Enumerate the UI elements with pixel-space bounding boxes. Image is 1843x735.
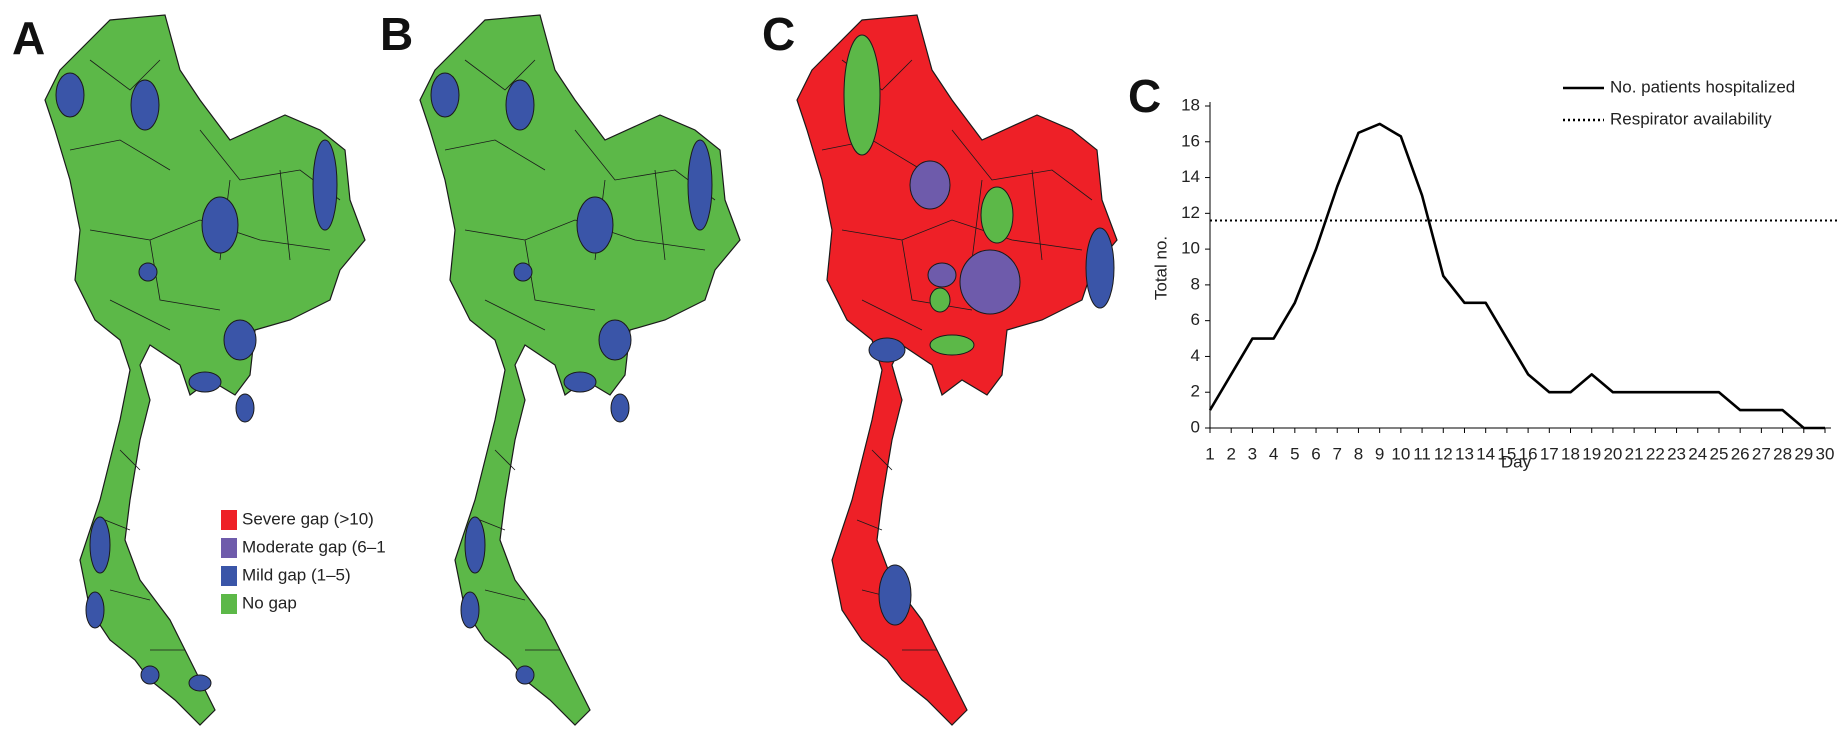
legend-label: No. patients hospitalized (1610, 77, 1795, 96)
map-region (130, 79, 160, 131)
x-tick-label: 15 (1497, 444, 1516, 463)
map-region (929, 287, 951, 313)
map-region (868, 337, 906, 363)
map-region (89, 516, 111, 574)
legend-swatch (221, 594, 237, 614)
map-region (576, 196, 614, 254)
x-tick-label: 8 (1354, 444, 1363, 463)
x-tick-label: 24 (1688, 444, 1707, 463)
map-region (843, 34, 881, 156)
map-panel (796, 14, 1118, 726)
x-tick-label: 2 (1226, 444, 1235, 463)
map-region (460, 591, 480, 629)
map-region (796, 14, 1118, 726)
legend-swatch (221, 566, 237, 586)
map-region (188, 674, 212, 692)
map-region (505, 79, 535, 131)
legend-label: Respirator availability (1610, 109, 1772, 128)
y-tick-label: 6 (1191, 310, 1200, 329)
x-tick-label: 22 (1646, 444, 1665, 463)
legend-label: No gap (242, 593, 297, 612)
map-region (610, 393, 630, 423)
legend-label: Moderate gap (6–1 (242, 537, 386, 556)
map-region (55, 72, 85, 118)
x-tick-label: 7 (1333, 444, 1342, 463)
map-panel (44, 14, 366, 726)
y-tick-label: 18 (1181, 95, 1200, 114)
x-tick-label: 18 (1561, 444, 1580, 463)
x-tick-label: 23 (1667, 444, 1686, 463)
x-tick-label: 28 (1773, 444, 1792, 463)
map-region (929, 334, 975, 356)
map-region (430, 72, 460, 118)
legend-swatch (221, 510, 237, 530)
map-region (201, 196, 239, 254)
x-tick-label: 5 (1290, 444, 1299, 463)
panel-label: A (12, 12, 45, 64)
map-region (513, 262, 533, 282)
legend-label: Mild gap (1–5) (242, 565, 351, 584)
x-tick-label: 16 (1519, 444, 1538, 463)
map-region (138, 262, 158, 282)
y-tick-label: 12 (1181, 203, 1200, 222)
panel-label: C (762, 8, 795, 60)
y-tick-label: 8 (1191, 274, 1200, 293)
map-panel (419, 14, 741, 726)
map-region (312, 139, 338, 231)
x-tick-label: 11 (1413, 444, 1431, 463)
x-tick-label: 4 (1269, 444, 1278, 463)
map-region (140, 665, 160, 685)
map-region (927, 262, 957, 288)
x-tick-label: 20 (1603, 444, 1622, 463)
y-tick-label: 14 (1181, 167, 1200, 186)
map-region (909, 160, 951, 210)
x-tick-label: 14 (1476, 444, 1495, 463)
x-tick-label: 19 (1582, 444, 1601, 463)
y-tick-label: 4 (1191, 346, 1200, 365)
panel-label: C (1128, 70, 1161, 122)
panel-label: B (380, 8, 413, 60)
x-tick-label: 26 (1731, 444, 1750, 463)
x-tick-label: 3 (1248, 444, 1257, 463)
y-tick-label: 0 (1191, 417, 1200, 436)
x-tick-label: 6 (1311, 444, 1320, 463)
x-tick-label: 21 (1625, 444, 1644, 463)
x-tick-label: 30 (1816, 444, 1835, 463)
map-region (235, 393, 255, 423)
map-region (85, 591, 105, 629)
y-tick-label: 2 (1191, 382, 1200, 401)
map-region (598, 319, 632, 361)
map-region (980, 186, 1014, 244)
x-tick-label: 27 (1752, 444, 1771, 463)
x-tick-label: 29 (1794, 444, 1813, 463)
map-region (563, 371, 597, 393)
data-line (1208, 122, 1825, 430)
y-tick-label: 10 (1181, 239, 1200, 258)
x-tick-label: 25 (1710, 444, 1729, 463)
map-region (1085, 227, 1115, 309)
legend-swatch (221, 538, 237, 558)
x-tick-label: 12 (1434, 444, 1453, 463)
x-tick-label: 9 (1375, 444, 1384, 463)
map-region (687, 139, 713, 231)
x-tick-label: 13 (1455, 444, 1474, 463)
map-region (878, 564, 912, 626)
x-tick-label: 17 (1540, 444, 1559, 463)
legend-label: Severe gap (>10) (242, 509, 374, 528)
map-region (515, 665, 535, 685)
x-tick-label: 1 (1205, 444, 1214, 463)
map-region (223, 319, 257, 361)
y-tick-label: 16 (1181, 131, 1200, 150)
map-region (959, 249, 1021, 315)
map-region (464, 516, 486, 574)
x-axis-label: Day (1501, 452, 1532, 471)
y-axis-label: Total no. (1151, 236, 1170, 300)
map-region (188, 371, 222, 393)
x-tick-label: 10 (1391, 444, 1410, 463)
